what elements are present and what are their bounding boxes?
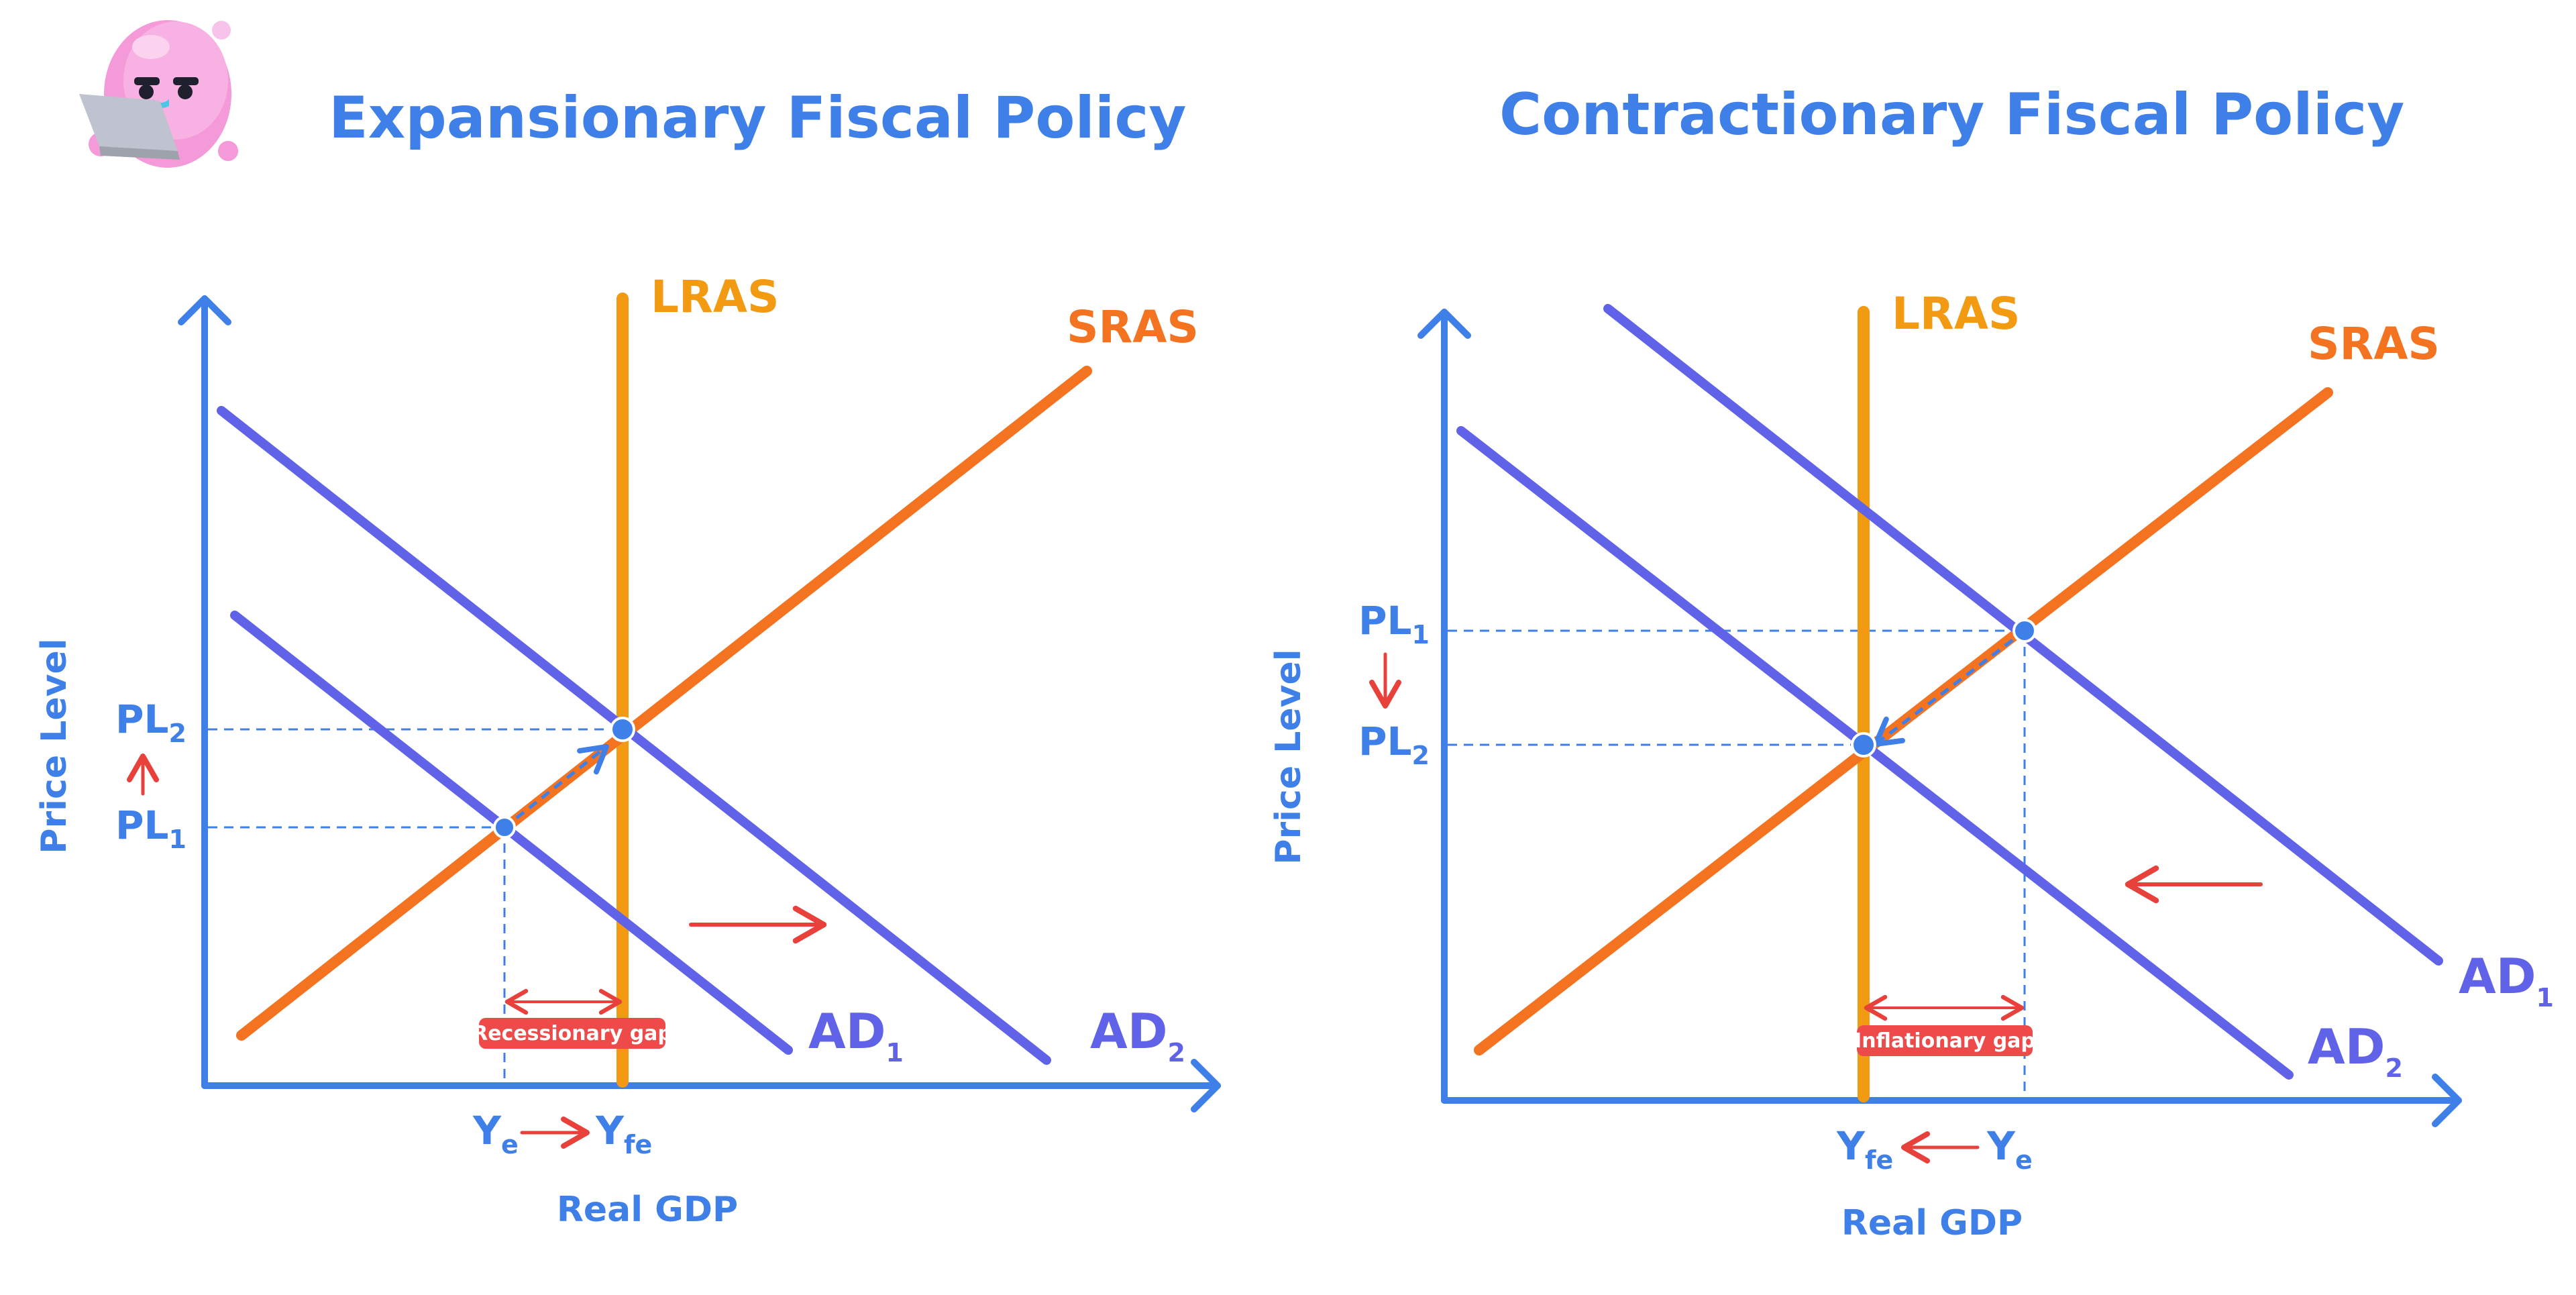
expansionary-y-axis-arrowhead [178,295,231,325]
expansionary-lras-label: LRAS [651,271,780,323]
expansionary-equilibrium-2 [610,717,635,742]
contractionary-axes [1417,309,2462,1127]
contractionary-x-axis-arrowhead [2432,1074,2462,1127]
expansionary-ad1-label: AD1 [808,1003,904,1068]
contractionary-lras-label: LRAS [1892,288,2021,340]
pink-blob-mascot-with-laptop-icon [79,20,238,168]
expansionary-y-axis-label: Price Level [34,638,74,853]
expansionary-x-axis-arrowhead [1191,1059,1221,1112]
expansionary-ad2-line [217,406,1051,1065]
contractionary-y-axis-arrowhead [1417,309,1471,339]
expansionary-gap-badge [479,1018,665,1049]
contractionary-x-axis-label: Real GDP [1841,1203,2023,1243]
expansionary-diagram: Expansionary Fiscal Policy Rec [34,85,1221,1230]
expansionary-x-axis-label: Real GDP [557,1190,738,1230]
expansionary-equilibrium-1 [493,816,516,839]
expansionary-sras-line [236,366,1092,1041]
expansionary-gap-label: Recessionary gap [472,1022,672,1045]
contractionary-title: Contractionary Fiscal Policy [1499,81,2404,148]
contractionary-ad1-label: AD1 [2459,948,2554,1013]
contractionary-equilibrium-2 [1851,732,1876,758]
expansionary-yfe-label: Yfe [595,1108,652,1159]
expansionary-ad2-label: AD2 [1090,1003,1185,1068]
contractionary-diagram: Contractionary Fiscal Policy I [1269,81,2554,1243]
expansionary-sras-movement-arrow [515,743,609,819]
expansionary-title: Expansionary Fiscal Policy [329,85,1186,152]
contractionary-sras-movement-arrow [1873,639,2014,747]
contractionary-ye-label: Ye [1986,1123,2033,1175]
contractionary-ad2-label: AD2 [2308,1019,2403,1083]
contractionary-yfe-label: Yfe [1836,1123,1893,1175]
expansionary-ye-label: Ye [472,1108,519,1159]
contractionary-gap-badge [1857,1025,2033,1056]
contractionary-equilibrium-1 [2012,619,2037,643]
contractionary-y-axis-label: Price Level [1269,649,1309,864]
expansionary-pl-upper-label: PL2 [115,696,186,748]
contractionary-sras-label: SRAS [2308,318,2440,370]
expansionary-sras-label: SRAS [1067,301,1199,353]
contractionary-ad2-line [1456,426,2294,1080]
contractionary-gap-label: Inflationary gap [1854,1029,2035,1053]
expansionary-axes [178,295,1221,1112]
contractionary-pl-lower-label: PL2 [1358,719,1430,770]
contractionary-pl-upper-label: PL1 [1358,598,1430,650]
expansionary-pl-lower-label: PL1 [115,802,186,854]
